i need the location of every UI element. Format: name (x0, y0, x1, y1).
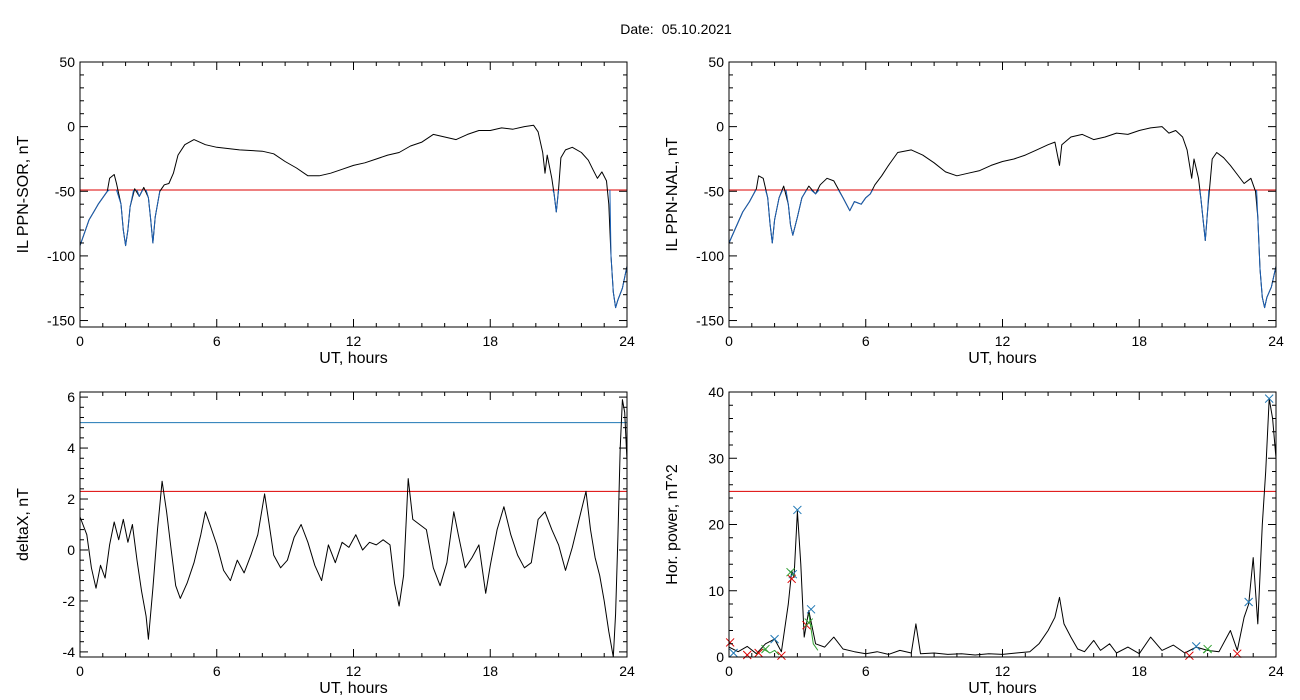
y-tick-label: 10 (708, 583, 724, 599)
y-tick-label: -4 (63, 644, 76, 660)
y-tick-label: 4 (67, 440, 75, 456)
data-marker (1232, 649, 1242, 659)
x-tick-label: 0 (725, 663, 733, 679)
data-marker (761, 644, 770, 654)
y-tick-label: 2 (67, 491, 75, 507)
data-marker (806, 604, 816, 614)
x-tick-label: 6 (213, 663, 221, 679)
data-marker (1264, 394, 1274, 403)
y-tick-label: 40 (708, 384, 724, 400)
series-line (729, 398, 1276, 656)
series-line (80, 399, 627, 657)
plot-frame (79, 61, 628, 328)
plot-area (729, 126, 1276, 309)
x-tick-label: 24 (619, 333, 635, 349)
x-axis-title: UT, hours (968, 680, 1036, 697)
data-marker (770, 634, 779, 644)
x-tick-label: 24 (1268, 663, 1284, 679)
data-marker (1203, 644, 1212, 654)
x-tick-label: 18 (482, 333, 498, 349)
y-axis-title: IL PPN-NAL, nT (664, 137, 681, 251)
x-tick-label: 6 (213, 333, 221, 349)
data-marker (729, 648, 738, 658)
y-tick-label: 30 (708, 450, 724, 466)
highlight-segment (1199, 189, 1210, 241)
plot-frame (728, 391, 1277, 658)
date-value: 05.10.2021 (662, 21, 732, 37)
y-tick-label: 6 (67, 389, 75, 405)
y-axis-title: IL PPN-SOR, nT (15, 135, 32, 253)
y-tick-label: 0 (67, 542, 75, 558)
data-marker (754, 648, 763, 658)
x-axis-title: UT, hours (319, 680, 387, 697)
x-tick-label: 12 (346, 333, 362, 349)
x-tick-label: 12 (346, 663, 362, 679)
highlight-segment (765, 189, 784, 244)
y-tick-label: 0 (716, 649, 724, 665)
x-tick-label: 18 (1131, 333, 1147, 349)
x-tick-label: 24 (619, 663, 635, 679)
y-tick-label: -150 (47, 313, 75, 329)
plot-area (729, 398, 1276, 656)
x-tick-label: 12 (995, 333, 1011, 349)
highlight-segment (116, 189, 135, 247)
plot-area (80, 124, 627, 309)
y-tick-label: 0 (716, 119, 724, 135)
y-axis-title: deltaX, nT (15, 488, 32, 561)
data-marker (786, 567, 795, 577)
date-label: Date: (620, 21, 653, 37)
y-tick-label: -100 (696, 248, 724, 264)
y-axis-title: Hor. power, nT^2 (664, 464, 681, 585)
plot-area (80, 399, 627, 657)
highlight-segment (609, 189, 627, 309)
data-marker (1244, 597, 1254, 607)
x-axis-title: UT, hours (319, 350, 387, 367)
plot-frame (79, 391, 628, 658)
data-marker (742, 650, 752, 660)
plot-frame (728, 61, 1277, 328)
x-tick-label: 0 (76, 333, 84, 349)
data-marker (1185, 651, 1194, 661)
y-tick-label: -150 (696, 313, 724, 329)
x-axis-title: UT, hours (968, 350, 1036, 367)
x-tick-label: 0 (725, 333, 733, 349)
x-tick-label: 6 (862, 663, 870, 679)
y-tick-label: -100 (47, 248, 75, 264)
panel-nal: 0 6 12 18 24 -150 -100 -50 0 50 UT, hours IL PPN-NA… (664, 54, 1284, 367)
y-tick-label: 50 (708, 54, 724, 70)
series-line (729, 126, 1276, 309)
series-line (80, 124, 627, 309)
data-marker (777, 651, 786, 661)
y-tick-label: -50 (704, 183, 724, 199)
y-tick-label: 0 (67, 119, 75, 135)
x-tick-label: 18 (1131, 663, 1147, 679)
x-tick-label: 6 (862, 333, 870, 349)
y-tick-label: -2 (63, 593, 76, 609)
data-marker (793, 505, 802, 515)
y-tick-label: 50 (59, 54, 75, 70)
panel-horizontal-power: 0 6 12 18 24 0 10 20 30 40 UT, hours Hor. power, nT… (664, 384, 1284, 697)
highlight-segment (729, 189, 757, 244)
data-marker (1191, 642, 1201, 651)
x-tick-label: 18 (482, 663, 498, 679)
highlight-segment (145, 189, 161, 244)
date-heading: Date: 05.10.2021 (620, 21, 732, 37)
highlight-segment (810, 189, 820, 195)
highlight-segment (785, 189, 807, 236)
x-tick-label: 24 (1268, 333, 1284, 349)
highlight-segment (136, 189, 144, 197)
x-tick-label: 12 (995, 663, 1011, 679)
highlight-segment (837, 189, 874, 212)
highlight-segment (1256, 189, 1276, 309)
x-tick-label: 0 (76, 663, 84, 679)
y-tick-label: 20 (708, 517, 724, 533)
data-marker (804, 618, 814, 627)
highlight-segment (80, 189, 110, 246)
data-marker (725, 638, 735, 647)
y-tick-label: -50 (55, 183, 75, 199)
highlight-segment (552, 189, 560, 213)
panel-sor: 0 6 12 18 24 -150 -100 -50 0 50 UT, hours IL PPN-SO… (15, 54, 635, 367)
